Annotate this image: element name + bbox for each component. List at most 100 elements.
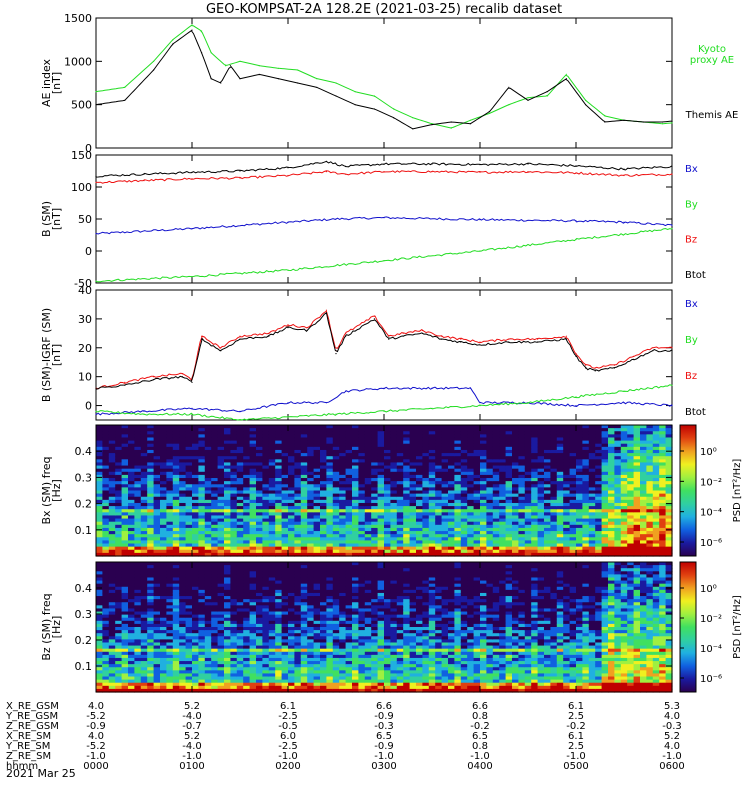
heatmap-cell: [320, 446, 327, 451]
heatmap-cell: [435, 521, 443, 526]
heatmap-cell: [512, 506, 519, 510]
heatmap-cell: [128, 546, 135, 551]
heatmap-cell: [467, 462, 475, 467]
heatmap-cell: [185, 537, 193, 542]
heatmap-cell: [121, 599, 129, 603]
heatmap-cell: [115, 459, 123, 464]
heatmap-cell: [473, 524, 481, 529]
heatmap-cell: [403, 471, 411, 476]
heatmap-cell: [160, 484, 167, 488]
heatmap-cell: [153, 580, 161, 585]
heatmap-cell: [243, 543, 251, 548]
heatmap-cell: [179, 490, 187, 495]
heatmap-cell: [505, 496, 513, 501]
heatmap-cell: [115, 534, 123, 538]
heatmap-cell: [134, 456, 142, 460]
heatmap-cell: [166, 465, 174, 470]
heatmap-cell: [620, 537, 628, 542]
heatmap-cell: [364, 484, 372, 488]
heatmap-cell: [576, 512, 583, 517]
heatmap-cell: [140, 484, 148, 488]
heatmap-cell: [204, 682, 212, 687]
heatmap-cell: [409, 449, 417, 454]
heatmap-cell: [147, 657, 155, 662]
heatmap-cell: [371, 434, 379, 439]
heatmap-cell: [300, 512, 308, 517]
heatmap-cell: [614, 527, 622, 532]
heatmap-cell: [556, 549, 564, 554]
heatmap-cell: [512, 490, 519, 495]
heatmap-cell: [281, 471, 289, 476]
heatmap-cell: [262, 434, 270, 439]
heatmap-cell: [166, 506, 174, 510]
heatmap-cell: [121, 459, 129, 464]
heatmap-cell: [633, 468, 641, 473]
heatmap-cell: [435, 425, 443, 429]
heatmap-cell: [281, 502, 289, 507]
heatmap-cell: [134, 565, 142, 569]
heatmap-cell: [256, 496, 263, 501]
heatmap-cell: [185, 589, 193, 594]
heatmap-cell: [185, 524, 193, 529]
heatmap-cell: [473, 531, 481, 535]
heatmap-cell: [358, 465, 366, 470]
heatmap-cell: [486, 478, 494, 482]
heatmap-cell: [377, 506, 385, 510]
heatmap-cell: [115, 633, 123, 637]
heatmap-cell: [582, 474, 590, 479]
data-point: [153, 60, 155, 62]
heatmap-cell: [128, 484, 135, 488]
heatmap-cell: [448, 549, 455, 554]
heatmap-cell: [345, 471, 353, 476]
heatmap-cell: [665, 425, 673, 429]
legend-entry-bz: Bz: [685, 235, 697, 246]
heatmap-cell: [595, 506, 603, 510]
heatmap-cell: [172, 453, 180, 457]
heatmap-cell: [409, 456, 417, 460]
heatmap-cell: [614, 440, 622, 445]
heatmap-cell: [524, 471, 532, 476]
heatmap-cell: [121, 465, 129, 470]
heatmap-cell: [204, 546, 212, 551]
heatmap-cell: [531, 446, 539, 451]
heatmap-cell: [140, 552, 148, 557]
heatmap-cell: [454, 487, 462, 492]
heatmap-cell: [339, 552, 347, 557]
heatmap-cell: [128, 617, 135, 622]
heatmap-cell: [185, 670, 193, 675]
heatmap-cell: [435, 537, 443, 542]
heatmap-cell: [435, 515, 443, 520]
heatmap-cell: [96, 546, 103, 551]
heatmap-cell: [198, 506, 206, 510]
heatmap-cell: [230, 484, 238, 488]
heatmap-cell: [224, 493, 231, 498]
heatmap-cell: [499, 527, 507, 532]
heatmap-cell: [313, 456, 321, 460]
heatmap-cell: [121, 679, 129, 684]
heatmap-cell: [128, 627, 135, 631]
heatmap-cell: [96, 596, 103, 600]
heatmap-cell: [108, 608, 116, 613]
heatmap-cell: [172, 679, 180, 684]
heatmap-cell: [403, 428, 411, 432]
heatmap-cell: [115, 527, 123, 532]
heatmap-cell: [236, 518, 244, 523]
heatmap-cell: [358, 543, 366, 548]
heatmap-cell: [243, 518, 251, 523]
heatmap-cell: [428, 531, 436, 535]
heatmap-cell: [153, 434, 161, 439]
heatmap-cell: [384, 456, 391, 460]
heatmap-cell: [390, 512, 398, 517]
data-point: [306, 327, 308, 329]
heatmap-cell: [627, 474, 635, 479]
heatmap-cell: [550, 546, 558, 551]
heatmap-cell: [128, 682, 135, 687]
heatmap-cell: [595, 540, 603, 545]
heatmap-cell: [364, 537, 372, 542]
heatmap-cell: [140, 636, 148, 640]
heatmap-cell: [377, 490, 385, 495]
heatmap-cell: [172, 456, 180, 460]
heatmap-cell: [121, 645, 129, 650]
heatmap-cell: [96, 537, 103, 542]
heatmap-cell: [192, 596, 199, 600]
